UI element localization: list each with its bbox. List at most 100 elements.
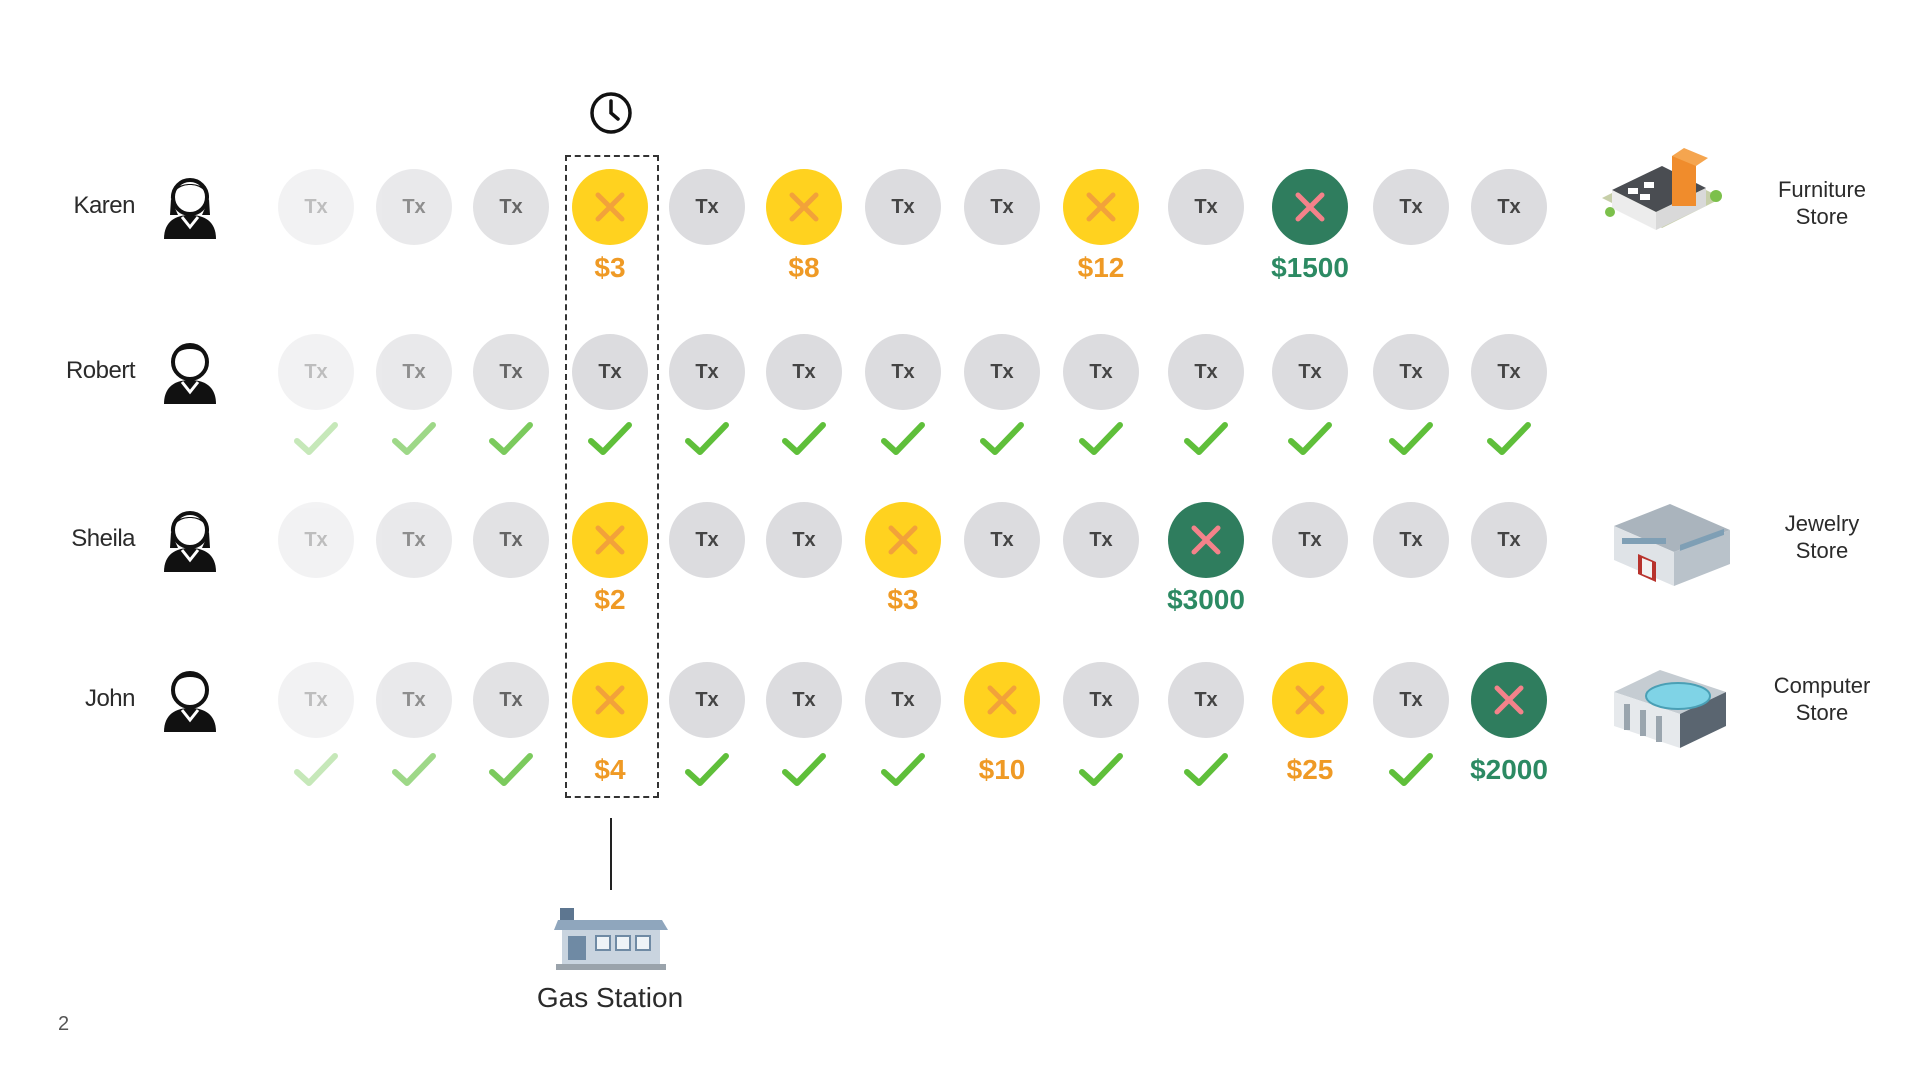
transaction-circle: Tx	[1168, 662, 1244, 738]
fraud-amount: $4	[594, 754, 626, 785]
fraud-small-transaction	[865, 502, 941, 578]
fraud-large-transaction	[1471, 662, 1547, 738]
transaction-circle: Tx	[669, 502, 745, 578]
transaction-circle: Tx	[766, 334, 842, 410]
fraud-amount: $3000	[1167, 584, 1245, 615]
transaction-circle: Tx	[1272, 334, 1348, 410]
x-icon	[595, 685, 625, 715]
store-label-line1: Jewelry	[1784, 511, 1860, 536]
page-number: 2	[58, 1013, 70, 1035]
check-icon	[489, 753, 533, 786]
store-label: Computer Store	[1752, 672, 1892, 726]
person-avatar-icon	[164, 178, 216, 239]
check-icon	[294, 422, 338, 455]
fraud-large-transaction	[1168, 502, 1244, 578]
x-icon	[595, 192, 625, 222]
transaction-circle: Tx	[1373, 502, 1449, 578]
check-icon	[1184, 422, 1228, 455]
x-icon	[1086, 192, 1116, 222]
store-label: Furniture Store	[1752, 176, 1892, 230]
transaction-circle: Tx	[865, 334, 941, 410]
check-icon	[1079, 753, 1123, 786]
transaction-circle: Tx	[669, 169, 745, 245]
x-icon	[1295, 685, 1325, 715]
transaction-circle: Tx	[376, 169, 452, 245]
store-label-line2: Store	[1795, 700, 1849, 725]
fraud-amount: $2	[594, 584, 626, 615]
fraud-small-transaction	[572, 662, 648, 738]
check-icon	[1389, 753, 1433, 786]
store-label-line1: Computer	[1773, 673, 1871, 698]
fraud-amount: $3	[887, 584, 919, 615]
computer-store-icon	[1614, 670, 1726, 748]
check-icon	[685, 422, 729, 455]
transaction-circle: Tx	[964, 334, 1040, 410]
gas-station-label: Gas Station	[536, 982, 684, 1013]
transaction-circle: Tx	[473, 334, 549, 410]
transaction-circle: Tx	[278, 662, 354, 738]
fraud-small-transaction	[1063, 169, 1139, 245]
transaction-circle: Tx	[473, 662, 549, 738]
transaction-circle: Tx	[1272, 502, 1348, 578]
fraud-amount: $12	[1077, 252, 1125, 283]
transaction-circle: Tx	[278, 502, 354, 578]
check-icon	[392, 422, 436, 455]
fraud-amount: $8	[788, 252, 820, 283]
transaction-circle: Tx	[1373, 334, 1449, 410]
transaction-circle: Tx	[1063, 502, 1139, 578]
transaction-circle: Tx	[1063, 334, 1139, 410]
transaction-circle: Tx	[1168, 169, 1244, 245]
check-icon	[881, 753, 925, 786]
fraud-small-transaction	[572, 502, 648, 578]
transaction-circle: Tx	[473, 169, 549, 245]
transaction-circle: Tx	[1471, 502, 1547, 578]
store-label-line2: Store	[1795, 204, 1849, 229]
transaction-circle: Tx	[1063, 662, 1139, 738]
x-icon	[789, 192, 819, 222]
furniture-store-icon	[1602, 148, 1722, 230]
x-icon	[888, 525, 918, 555]
clock-icon	[590, 92, 632, 134]
fraud-small-transaction	[1272, 662, 1348, 738]
check-icon	[489, 422, 533, 455]
transaction-circle: Tx	[1373, 662, 1449, 738]
transaction-circle: Tx	[376, 502, 452, 578]
check-icon	[782, 753, 826, 786]
gas-station-icon	[554, 908, 668, 970]
transaction-circle: Tx	[766, 502, 842, 578]
time-window-box	[565, 155, 659, 798]
transaction-circle: Tx	[278, 334, 354, 410]
person-name: Karen	[73, 192, 135, 219]
transaction-circle: Tx	[865, 662, 941, 738]
fraud-amount: $2000	[1470, 754, 1548, 785]
check-icon	[1288, 422, 1332, 455]
check-icon	[1487, 422, 1531, 455]
transaction-circle: Tx	[964, 169, 1040, 245]
fraud-small-transaction	[964, 662, 1040, 738]
check-icon	[881, 422, 925, 455]
transaction-circle: Tx	[1471, 334, 1547, 410]
transaction-circle: Tx	[1471, 169, 1547, 245]
x-icon	[987, 685, 1017, 715]
x-icon	[1295, 192, 1325, 222]
fraud-amount: $25	[1286, 754, 1334, 785]
fraud-amount: $3	[594, 252, 626, 283]
x-icon	[1191, 525, 1221, 555]
fraud-large-transaction	[1272, 169, 1348, 245]
check-icon	[1079, 422, 1123, 455]
transaction-circle: Tx	[1373, 169, 1449, 245]
person-name: Robert	[65, 357, 136, 384]
transaction-circle: Tx	[964, 502, 1040, 578]
check-icon	[294, 753, 338, 786]
person-name: John	[84, 685, 136, 712]
transaction-circle: Tx	[865, 169, 941, 245]
check-icon	[1184, 753, 1228, 786]
transaction-circle: Tx	[473, 502, 549, 578]
transaction-circle: Tx	[572, 334, 648, 410]
person-avatar-icon	[164, 671, 216, 732]
x-icon	[1494, 685, 1524, 715]
transaction-circle: Tx	[376, 334, 452, 410]
fraud-amount: $10	[978, 754, 1026, 785]
check-icon	[980, 422, 1024, 455]
